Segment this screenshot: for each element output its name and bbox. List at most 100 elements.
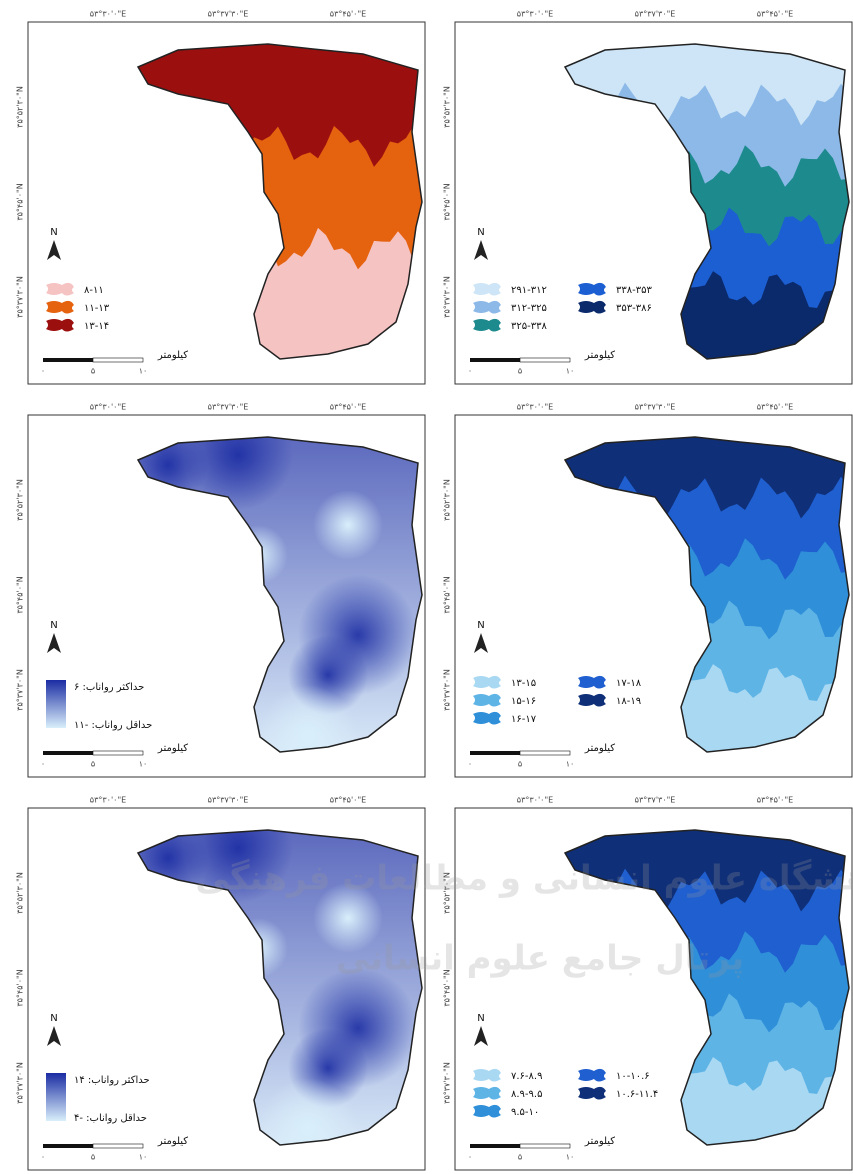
- longitude-label: ۵۳°۴۵'۰"E: [757, 403, 793, 412]
- scale-bar-black: [43, 358, 93, 362]
- legend-ramp: [46, 1073, 66, 1121]
- latitude-label: ۳۵°۵۲'۳۰"N: [16, 86, 25, 128]
- legend-swatch: [578, 676, 606, 689]
- legend-label: ۳۳۸-۳۵۳: [616, 285, 652, 296]
- longitude-label: ۵۳°۳۰'۰"E: [517, 10, 553, 19]
- figure: ۵۳°۳۰'۰"E ۵۳°۳۷'۳۰"E ۵۳°۴۵'۰"E ۳۵°۵۲'۳۰"N ۳۵…: [0, 0, 853, 1174]
- legend-label: ۱۳-۱۴: [84, 321, 109, 332]
- legend-swatch: [473, 1069, 501, 1082]
- legend-swatch: [578, 1069, 606, 1082]
- watermark-text: پژوهشگاه علوم انسانی و مطالعات فرهنگی: [195, 859, 853, 899]
- latitude-label: ۳۵°۵۲'۳۰"N: [16, 872, 25, 914]
- scale-label: ۰: [468, 760, 472, 769]
- longitude-label: ۵۳°۴۵'۰"E: [330, 796, 366, 805]
- north-label: N: [477, 227, 484, 238]
- longitude-label: ۵۳°۳۷'۳۰"E: [635, 403, 676, 412]
- legend-swatch: [473, 676, 501, 689]
- legend-label: ۱۱-۱۳: [84, 303, 110, 314]
- legend-label: ۱۳-۱۵: [511, 678, 536, 689]
- north-label: N: [50, 227, 57, 238]
- legend-swatch: [578, 1087, 606, 1100]
- scale-bar-white: [93, 1144, 143, 1148]
- scale-label: ۱۰: [566, 1153, 575, 1162]
- scale-bar-white: [520, 751, 570, 755]
- scale-unit: کیلومتر: [157, 1136, 188, 1147]
- scale-label: ۰: [41, 1153, 45, 1162]
- legend-label: ۳۲۵-۳۳۸: [511, 321, 547, 332]
- latitude-label: ۳۵°۴۵'۰"N: [16, 576, 25, 613]
- longitude-label: ۵۳°۳۷'۳۰"E: [208, 403, 249, 412]
- latitude-label: ۳۵°۳۷'۳۰"N: [16, 669, 25, 711]
- latitude-label: ۳۵°۳۷'۳۰"N: [16, 1062, 25, 1104]
- scale-label: ۰: [468, 1153, 472, 1162]
- legend-label: ۳۵۳-۳۸۶: [616, 303, 652, 314]
- legend-swatch: [473, 712, 501, 725]
- map-panel: ۵۳°۳۰'۰"E ۵۳°۳۷'۳۰"E ۵۳°۴۵'۰"E ۳۵°۵۲'۳۰"N ۳۵…: [16, 400, 427, 785]
- map-panel: ۵۳°۳۰'۰"E۵۳°۳۷'۳۰"E۵۳°۴۵'۰"E۳۵°۵۲'۳۰"N۳۵…: [443, 403, 853, 778]
- latitude-label: ۳۵°۵۲'۳۰"N: [443, 479, 452, 521]
- latitude-label: ۳۵°۳۷'۳۰"N: [443, 669, 452, 711]
- legend-ramp: [46, 680, 66, 728]
- latitude-label: ۳۵°۴۵'۰"N: [16, 969, 25, 1006]
- longitude-label: ۵۳°۳۷'۳۰"E: [208, 10, 249, 19]
- legend-max-label: حداکثر رواناب: ۱۴: [74, 1075, 150, 1086]
- legend-swatch: [473, 283, 501, 296]
- page: ۵۳°۳۰'۰"E ۵۳°۳۷'۳۰"E ۵۳°۴۵'۰"E ۳۵°۵۲'۳۰"N ۳۵…: [0, 0, 853, 1174]
- latitude-label: ۳۵°۳۷'۳۰"N: [443, 276, 452, 318]
- watermark-text: پرتال جامع علوم انسانی: [336, 939, 744, 979]
- scale-bar-white: [93, 358, 143, 362]
- latitude-label: ۳۵°۳۷'۳۰"N: [443, 1062, 452, 1104]
- legend-label: ۸.۹-۹.۵: [511, 1089, 542, 1100]
- longitude-label: ۵۳°۳۰'۰"E: [517, 796, 553, 805]
- legend-label: ۱۵-۱۶: [511, 696, 536, 707]
- scale-bar-black: [43, 1144, 93, 1148]
- legend-min-label: حداقل رواناب: -۴: [74, 1113, 147, 1124]
- legend-swatch: [578, 283, 606, 296]
- longitude-label: ۵۳°۴۵'۰"E: [330, 403, 366, 412]
- scale-label: ۰: [41, 760, 45, 769]
- scale-label: ۵: [518, 760, 522, 769]
- legend-label: ۱۶-۱۷: [511, 714, 537, 725]
- scale-unit: کیلومتر: [157, 350, 188, 361]
- legend-max-label: حداکثر رواناب: ۶: [74, 682, 144, 693]
- longitude-label: ۵۳°۳۰'۰"E: [90, 403, 126, 412]
- scale-label: ۰: [41, 367, 45, 376]
- latitude-label: ۳۵°۴۵'۰"N: [443, 576, 452, 613]
- legend-label: ۷.۶-۸.۹: [511, 1071, 542, 1082]
- scale-bar-black: [43, 751, 93, 755]
- scale-bar-white: [93, 751, 143, 755]
- scale-label: ۵: [518, 1153, 522, 1162]
- legend-swatch: [473, 301, 501, 314]
- legend-swatch: [473, 319, 501, 332]
- longitude-label: ۵۳°۳۷'۳۰"E: [635, 796, 676, 805]
- legend-label: ۹.۵-۱۰: [511, 1107, 539, 1118]
- latitude-label: ۳۵°۳۷'۳۰"N: [16, 276, 25, 318]
- scale-bar-black: [470, 358, 520, 362]
- legend-swatch: [46, 301, 74, 314]
- legend-min-label: حداقل رواناب: -۱۱: [74, 720, 152, 731]
- latitude-label: ۳۵°۵۲'۳۰"N: [16, 479, 25, 521]
- legend-swatch: [473, 694, 501, 707]
- scale-unit: کیلومتر: [157, 743, 188, 754]
- scale-label: ۱۰: [139, 760, 148, 769]
- scale-label: ۵: [518, 367, 522, 376]
- scale-bar-black: [470, 751, 520, 755]
- longitude-label: ۵۳°۳۰'۰"E: [90, 10, 126, 19]
- longitude-label: ۵۳°۳۷'۳۰"E: [635, 10, 676, 19]
- legend-label: ۱۰-۱۰.۶: [616, 1071, 650, 1082]
- scale-label: ۰: [468, 367, 472, 376]
- scale-label: ۵: [91, 760, 95, 769]
- legend-swatch: [578, 301, 606, 314]
- legend-label: ۱۰.۶-۱۱.۴: [616, 1089, 658, 1100]
- legend-label: ۱۸-۱۹: [616, 696, 641, 707]
- legend-swatch: [473, 1087, 501, 1100]
- scale-unit: کیلومتر: [584, 743, 615, 754]
- legend-label: ۲۹۱-۳۱۲: [511, 285, 547, 296]
- north-label: N: [50, 1013, 57, 1024]
- longitude-label: ۵۳°۴۵'۰"E: [330, 10, 366, 19]
- north-label: N: [50, 620, 57, 631]
- map-panel: ۵۳°۳۰'۰"E ۵۳°۳۷'۳۰"E ۵۳°۴۵'۰"E ۳۵°۵۲'۳۰"N ۳۵…: [16, 10, 439, 385]
- latitude-label: ۳۵°۵۲'۳۰"N: [443, 86, 452, 128]
- scale-bar-black: [470, 1144, 520, 1148]
